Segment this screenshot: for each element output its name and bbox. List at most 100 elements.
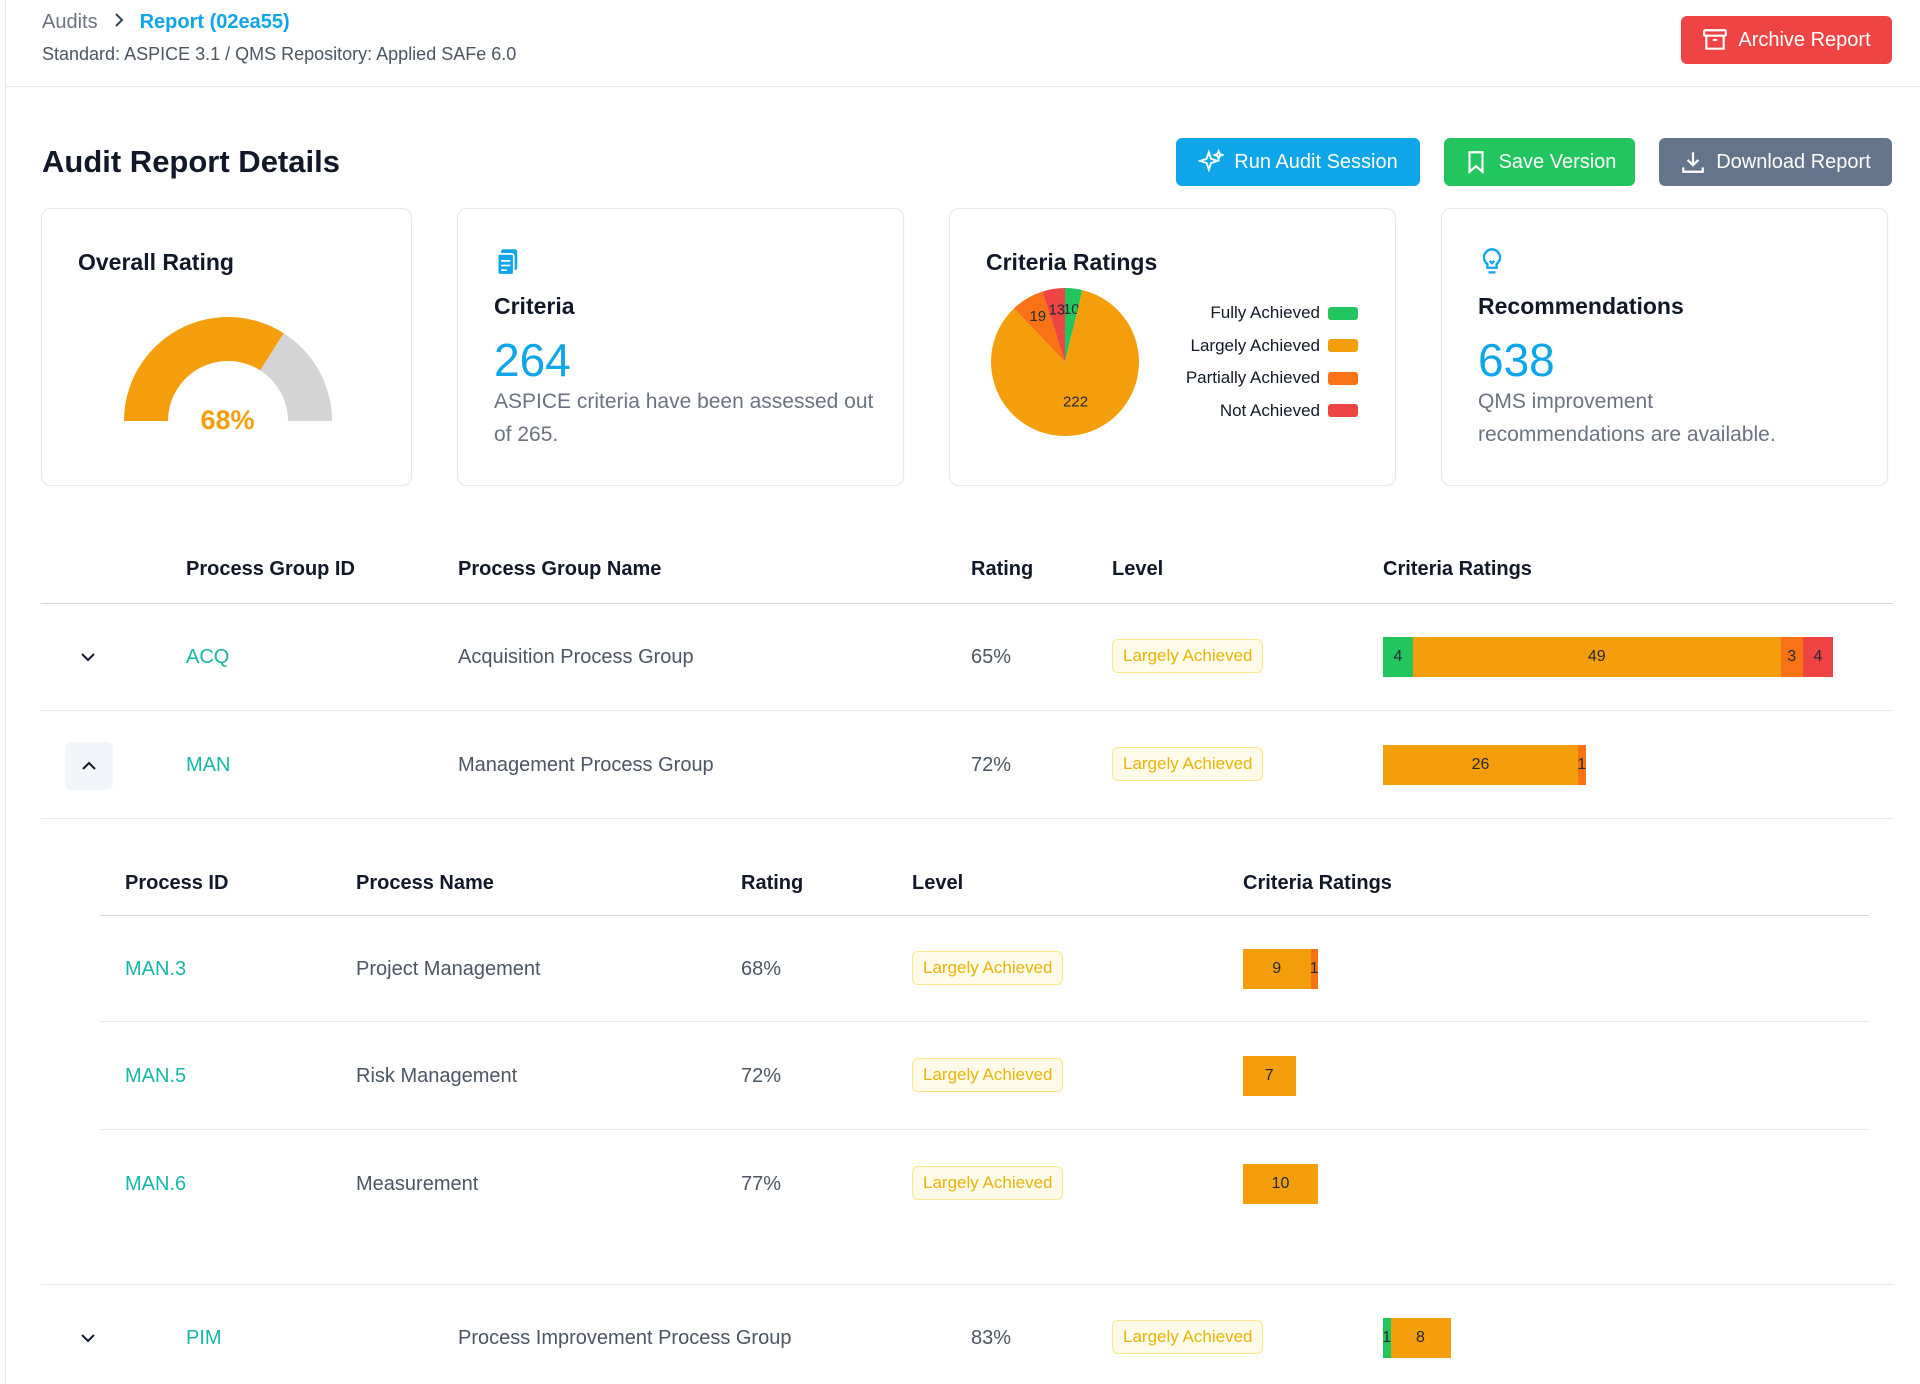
process-group-name: Process Improvement Process Group	[458, 1327, 792, 1349]
table-row-man[interactable]: MAN Management Process Group 72% Largely…	[41, 711, 1893, 819]
overall-rating-gauge	[124, 317, 332, 421]
overall-rating-value: 68%	[200, 405, 255, 435]
recommendations-count: 638	[1478, 334, 1555, 386]
process-group-rating: 83%	[971, 1327, 1012, 1349]
gauge-value-arc	[124, 317, 284, 421]
legend-label: Not Achieved	[1219, 400, 1320, 420]
process-id[interactable]: MAN.3	[125, 958, 187, 980]
col-process-id[interactable]: Process ID	[125, 872, 229, 894]
overall-rating-title: Overall Rating	[78, 249, 234, 275]
bar-segment-largely[interactable]: 9	[1243, 949, 1311, 989]
breadcrumb-current[interactable]: Report (02ea55)	[139, 10, 290, 33]
archive-icon	[1703, 29, 1728, 50]
table-row-man-5[interactable]: MAN.5 Risk Management 72% Largely Achiev…	[100, 1022, 1869, 1130]
col-process-name[interactable]: Process Name	[356, 872, 494, 894]
pie-slice-fully-achieved[interactable]	[1065, 288, 1083, 362]
bar-segment-largely[interactable]: 49	[1413, 637, 1781, 677]
breadcrumb-audits-link[interactable]: Audits	[42, 10, 98, 33]
legend-partially-achieved: Partially Achieved	[1140, 362, 1358, 395]
table-row-acq[interactable]: ACQ Acquisition Process Group 65% Largel…	[41, 604, 1893, 711]
process-name: Measurement	[356, 1173, 479, 1195]
process-group-rating: 65%	[971, 646, 1012, 668]
pie-slice-partially-achieved[interactable]	[1013, 291, 1065, 362]
page-header: Audits Report (02ea55) Standard: ASPICE …	[6, 0, 1920, 87]
report-subtitle: Standard: ASPICE 3.1 / QMS Repository: A…	[42, 44, 517, 64]
chevron-down-icon[interactable]	[64, 633, 112, 681]
process-group-name: Management Process Group	[458, 754, 714, 776]
bar-segment-partially[interactable]: 1	[1310, 949, 1318, 989]
bar-segment-fully[interactable]: 1	[1383, 1318, 1391, 1358]
legend-not-achieved: Not Achieved	[1140, 395, 1358, 428]
recommendations-card: Recommendations 638 QMS improvement reco…	[1441, 208, 1888, 486]
download-icon	[1682, 152, 1705, 173]
col-process-group-id[interactable]: Process Group ID	[186, 558, 355, 580]
process-group-id[interactable]: MAN	[186, 754, 231, 776]
legend-label: Fully Achieved	[1210, 303, 1320, 323]
pie-label: 19	[1029, 308, 1046, 325]
process-group-id[interactable]: ACQ	[186, 646, 230, 668]
legend-swatch	[1328, 306, 1358, 320]
run-audit-session-button[interactable]: Run Audit Session	[1176, 138, 1420, 186]
bar-segment-largely[interactable]: 10	[1243, 1164, 1318, 1204]
criteria-ratings-title: Criteria Ratings	[986, 249, 1158, 275]
criteria-ratings-bar: 10	[1243, 1164, 1318, 1204]
pie-label: 13	[1048, 301, 1065, 318]
criteria-ratings-pie: 10 222 19 13	[991, 288, 1139, 436]
criteria-card: Criteria 264 ASPICE criteria have been a…	[457, 208, 904, 486]
save-version-button[interactable]: Save Version	[1444, 138, 1635, 186]
level-badge: Largely Achieved	[1112, 747, 1264, 781]
process-name: Project Management	[356, 958, 541, 980]
gauge-track	[260, 333, 332, 421]
chevron-up-icon[interactable]	[65, 742, 113, 790]
col-rating[interactable]: Rating	[741, 872, 804, 894]
chevron-right-icon	[112, 11, 126, 34]
table-row-man-6[interactable]: MAN.6 Measurement 77% Largely Achieved 1…	[100, 1130, 1869, 1238]
download-report-button[interactable]: Download Report	[1659, 138, 1892, 186]
col-criteria-ratings: Criteria Ratings	[1383, 558, 1532, 580]
level-badge: Largely Achieved	[912, 951, 1064, 985]
bar-segment-largely[interactable]: 7	[1243, 1056, 1296, 1096]
col-process-group-name[interactable]: Process Group Name	[458, 558, 662, 580]
col-level[interactable]: Level	[1112, 558, 1164, 580]
process-id[interactable]: MAN.5	[125, 1065, 187, 1087]
bar-segment-largely[interactable]: 8	[1390, 1318, 1451, 1358]
level-badge: Largely Achieved	[912, 1058, 1064, 1092]
process-rating: 72%	[741, 1065, 782, 1087]
bar-segment-not[interactable]: 4	[1803, 637, 1833, 677]
lightbulb-icon	[1482, 248, 1502, 274]
page-left-border	[5, 0, 6, 1384]
clipboard-icon	[496, 249, 518, 276]
process-group-id[interactable]: PIM	[186, 1327, 222, 1349]
table-row-man-3[interactable]: MAN.3 Project Management 68% Largely Ach…	[100, 916, 1869, 1022]
page-title: Audit Report Details	[42, 144, 340, 179]
archive-report-button[interactable]: Archive Report	[1681, 16, 1892, 64]
bar-segment-partially[interactable]: 3	[1780, 637, 1803, 677]
col-rating[interactable]: Rating	[971, 558, 1034, 580]
col-level[interactable]: Level	[912, 872, 964, 894]
level-badge: Largely Achieved	[912, 1166, 1064, 1200]
criteria-ratings-bar: 4 49 3 4	[1383, 637, 1833, 677]
legend-swatch	[1328, 339, 1358, 353]
criteria-ratings-legend: Fully Achieved Largely Achieved Partiall…	[1140, 297, 1358, 427]
bar-segment-largely[interactable]: 26	[1383, 745, 1578, 785]
col-criteria-ratings: Criteria Ratings	[1243, 872, 1392, 894]
process-group-table-header: Process Group ID Process Group Name Rati…	[41, 536, 1893, 604]
process-rating: 77%	[741, 1173, 782, 1195]
pie-label: 10	[1063, 301, 1080, 318]
overall-rating-card: Overall Rating 68%	[41, 208, 412, 486]
level-badge: Largely Achieved	[1112, 639, 1264, 673]
criteria-title: Criteria	[494, 293, 575, 319]
table-row-pim[interactable]: PIM Process Improvement Process Group 83…	[41, 1285, 1893, 1384]
pie-slice-not-achieved[interactable]	[1042, 288, 1065, 362]
criteria-ratings-bar: 7	[1243, 1056, 1296, 1096]
process-id[interactable]: MAN.6	[125, 1173, 187, 1195]
legend-label: Largely Achieved	[1190, 335, 1320, 355]
chevron-down-icon[interactable]	[64, 1314, 112, 1362]
bar-segment-partially[interactable]: 1	[1578, 745, 1586, 785]
recommendations-description: QMS improvement recommendations are avai…	[1478, 390, 1776, 446]
criteria-description: ASPICE criteria have been assessed out o…	[494, 390, 874, 446]
pie-slice-largely-achieved[interactable]	[991, 290, 1139, 436]
bar-segment-fully[interactable]: 4	[1383, 637, 1413, 677]
legend-swatch	[1328, 371, 1358, 385]
